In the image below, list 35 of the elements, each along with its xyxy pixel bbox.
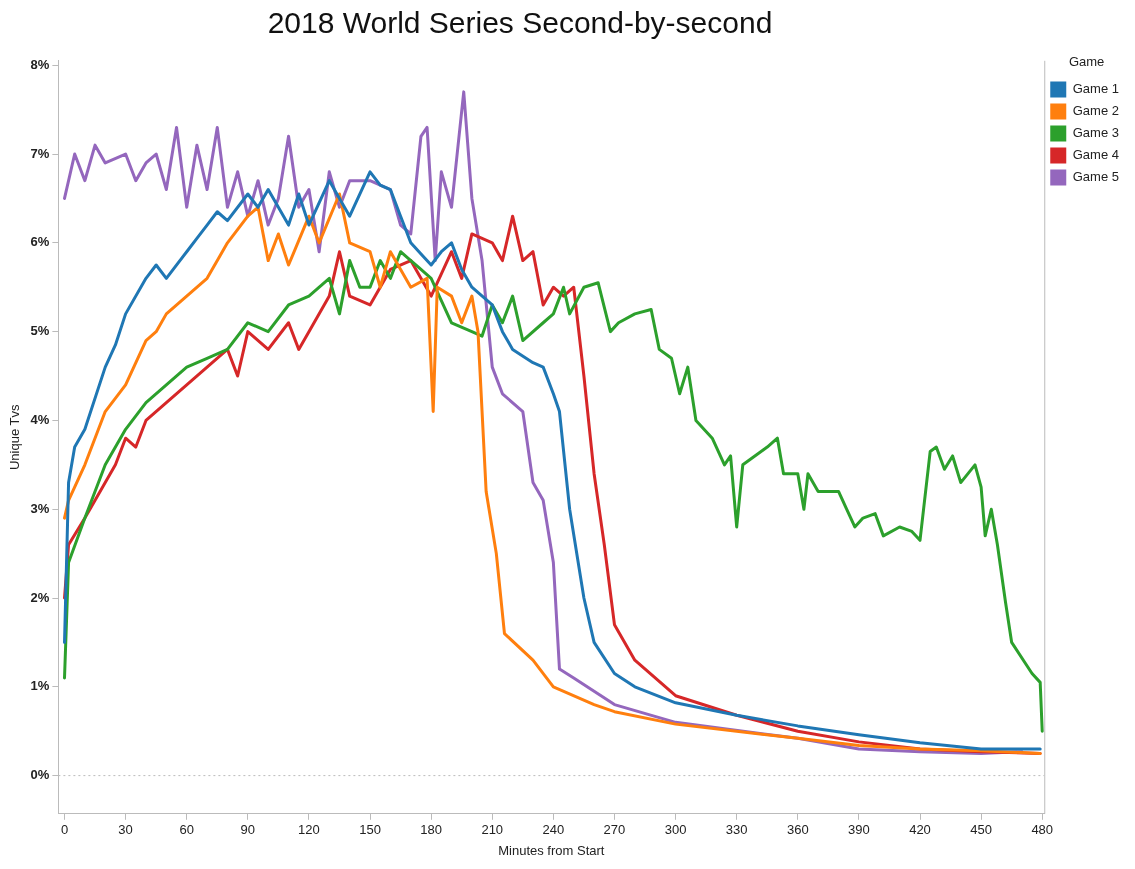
x-tick-label: 0 — [60, 822, 69, 838]
y-tick-label: 8% — [30, 56, 50, 72]
y-tick-label: 6% — [30, 234, 50, 250]
x-tick-label: 60 — [179, 822, 194, 838]
y-tick-label: 5% — [30, 323, 50, 339]
x-tick-label: 240 — [542, 822, 565, 838]
legend-label: Game 2 — [1072, 103, 1120, 119]
x-tick-label: 300 — [664, 822, 687, 838]
y-tick-label: 7% — [30, 145, 50, 161]
legend-label: Game 1 — [1072, 81, 1120, 97]
x-tick-label: 360 — [786, 822, 809, 838]
y-tick-label: 1% — [30, 678, 50, 694]
y-tick-label: 2% — [30, 589, 50, 605]
x-tick-label: 30 — [118, 822, 133, 838]
legend-title: Game — [1068, 54, 1105, 70]
x-tick-label: 90 — [240, 822, 256, 838]
chart-title: 2018 World Series Second-by-second — [266, 6, 774, 40]
x-tick-label: 210 — [481, 822, 504, 838]
y-tick-label: 0% — [30, 767, 50, 783]
legend-label: Game 5 — [1072, 169, 1120, 185]
x-tick-label: 180 — [420, 822, 442, 838]
y-axis-title: Unique Tvs — [7, 404, 23, 471]
x-axis-title: Minutes from Start — [498, 842, 605, 858]
x-tick-label: 450 — [970, 822, 992, 838]
x-tick-label: 480 — [1031, 822, 1054, 838]
legend-label: Game 3 — [1072, 125, 1120, 141]
x-tick-label: 330 — [725, 822, 748, 838]
y-tick-label: 3% — [30, 500, 50, 516]
x-tick-label: 420 — [909, 822, 931, 838]
y-tick-label: 4% — [30, 412, 50, 428]
x-tick-label: 120 — [298, 822, 320, 838]
legend-label: Game 4 — [1072, 147, 1120, 163]
x-tick-label: 390 — [848, 822, 870, 838]
x-tick-label: 150 — [359, 822, 381, 838]
x-tick-label: 270 — [603, 822, 626, 838]
